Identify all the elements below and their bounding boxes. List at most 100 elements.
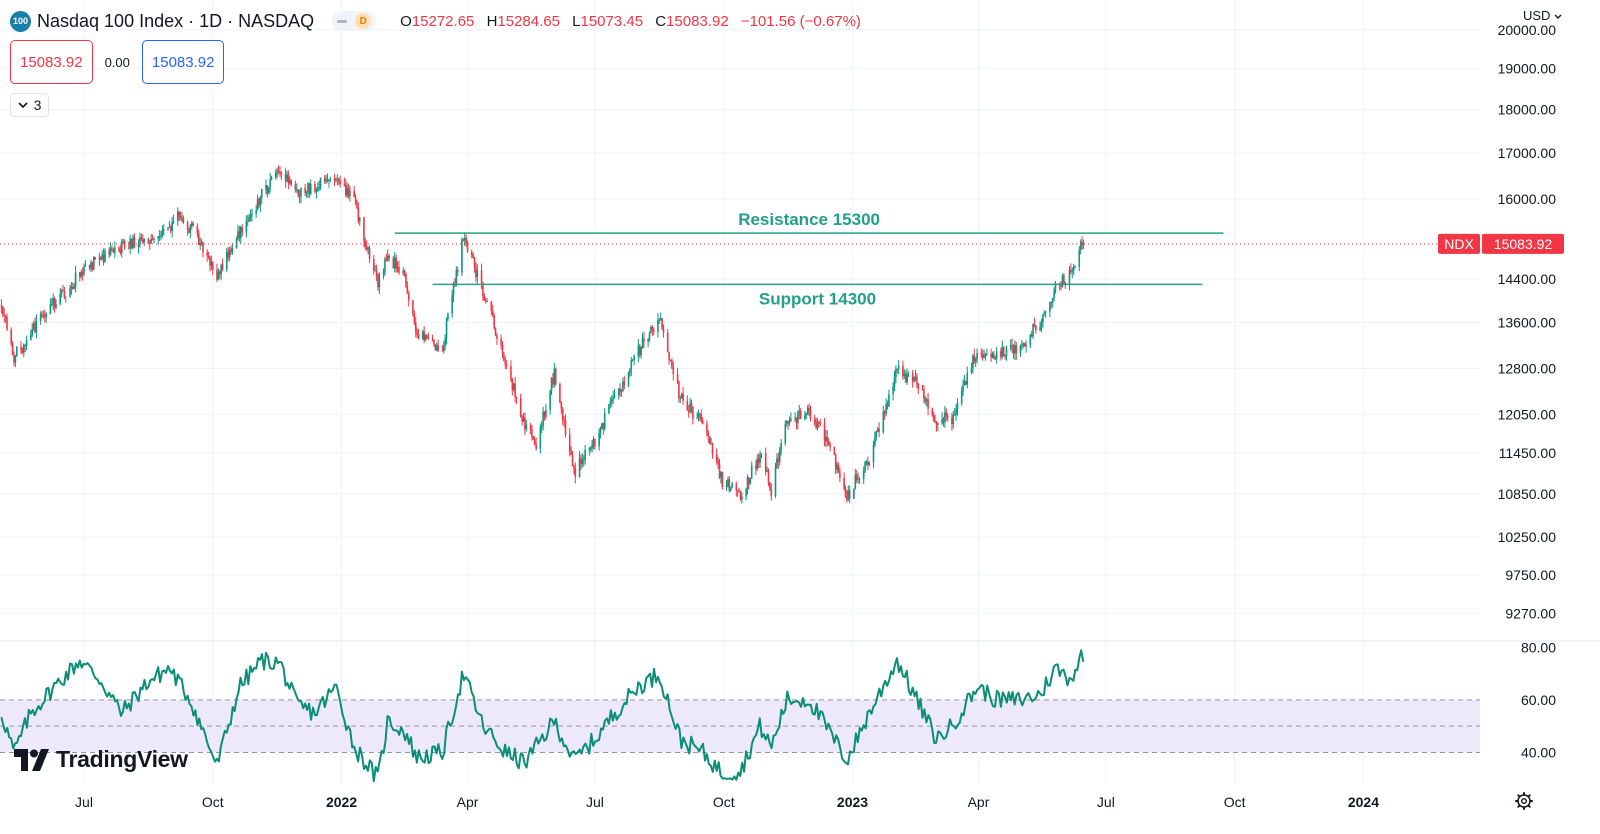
candle-body [715, 454, 718, 462]
candle-body [945, 412, 948, 417]
candle-body [1082, 243, 1085, 246]
candle-body [826, 436, 829, 442]
candle-body [657, 319, 659, 332]
candle-body [385, 258, 388, 261]
candle-body [168, 227, 171, 228]
candle-body [476, 270, 479, 278]
price-axis[interactable]: 20000.00 19000.00 18000.00 17000.00 16000.00… [1498, 22, 1557, 622]
candle-body [731, 483, 733, 488]
candle-body [984, 354, 987, 357]
chevron-down-icon [18, 101, 28, 108]
candle-body [1004, 356, 1006, 357]
symbol-title[interactable]: Nasdaq 100 Index · 1D · NASDAQ [37, 10, 315, 31]
candle-body [111, 248, 113, 251]
candle-body [631, 359, 634, 361]
candle-body [981, 354, 984, 358]
candle-body [1030, 334, 1033, 337]
candle-body [867, 461, 869, 465]
candle-body [122, 240, 124, 242]
candle-body [1068, 269, 1071, 286]
candle-body [806, 407, 809, 414]
candle-body [946, 416, 949, 418]
symbol-logo-icon[interactable]: 100 [10, 10, 31, 32]
candlestick-series [0, 165, 1085, 504]
price-tick-label: 13600.00 [1498, 314, 1557, 330]
candle-body [501, 344, 504, 355]
candle-body [921, 389, 924, 391]
candle-body [661, 318, 663, 329]
price-tick-label: 17000.00 [1498, 145, 1557, 161]
candle-body [697, 413, 700, 418]
candle-body [365, 247, 368, 250]
candle-body [844, 488, 847, 497]
time-axis[interactable]: Jul Oct 2022 Apr Jul Oct 2023 Apr Jul Oct 2024 [75, 794, 1379, 810]
candle-body [766, 470, 768, 472]
candle-body [846, 496, 848, 500]
candle-body [276, 170, 278, 173]
candle-body [52, 298, 54, 305]
candle-body [678, 381, 680, 399]
candle-body [210, 261, 213, 266]
candle-body [127, 247, 130, 249]
candle-body [847, 490, 850, 500]
candle-body [764, 453, 767, 472]
last-price-tag-label: 15083.92 [1494, 236, 1553, 252]
candle-body [837, 465, 840, 473]
indicators-count: 3 [33, 97, 42, 113]
candle-body [652, 329, 655, 332]
price-tick-label: 18000.00 [1498, 102, 1557, 118]
settings-gear-icon[interactable] [1515, 792, 1533, 810]
candle-body [843, 478, 845, 489]
candle-body [94, 257, 96, 260]
indicators-toggle-button[interactable]: 3 [10, 93, 49, 117]
candle-body [767, 470, 770, 484]
price-tick-label: 20000.00 [1498, 22, 1557, 38]
candle-body [206, 252, 208, 256]
candle-body [137, 244, 140, 248]
currency-selector[interactable]: USD [1523, 8, 1562, 23]
candle-body [88, 265, 91, 269]
candle-body [904, 373, 907, 383]
sell-button[interactable]: 15083.92 [10, 40, 93, 84]
candle-body [31, 329, 33, 336]
candle-body [1002, 346, 1005, 357]
candle-body [406, 286, 409, 294]
candle-body [349, 190, 351, 197]
candle-body [878, 428, 880, 433]
candle-body [785, 421, 788, 425]
candle-body [309, 184, 312, 194]
candle-body [952, 414, 955, 424]
candle-body [357, 207, 360, 222]
candle-body [888, 394, 890, 407]
level-label: Resistance 15300 [738, 210, 880, 229]
candle-body [554, 368, 557, 385]
candle-body [15, 346, 18, 356]
collapse-dash-icon [337, 19, 348, 23]
candle-body [748, 477, 750, 484]
candle-body [976, 353, 978, 360]
candle-body [1070, 269, 1072, 272]
candle-body [245, 221, 248, 233]
candle-body [524, 417, 526, 430]
ohlc-values: O15272.65 H15284.65 L15073.45 C15083.92 … [392, 13, 861, 30]
candle-body [181, 218, 183, 219]
candle-body [132, 237, 134, 249]
market-status-pill[interactable]: D [332, 11, 377, 31]
candle-body [63, 290, 66, 298]
rsi-axis[interactable]: 80.00 60.00 40.00 [1521, 639, 1556, 760]
buy-button[interactable]: 15083.92 [141, 40, 225, 84]
candle-body [935, 422, 938, 425]
support-resistance-levels[interactable]: Resistance 15300 Support 14300 [394, 210, 1224, 308]
candle-body [1029, 334, 1032, 345]
candle-body [147, 238, 150, 244]
candle-body [833, 446, 836, 455]
candle-body [403, 270, 406, 275]
candle-body [316, 188, 319, 191]
candle-body [1063, 275, 1065, 282]
time-tick-label: Apr [457, 794, 479, 810]
candle-body [372, 259, 375, 271]
candle-body [314, 184, 316, 192]
candle-body [545, 409, 547, 417]
candle-body [942, 418, 945, 423]
